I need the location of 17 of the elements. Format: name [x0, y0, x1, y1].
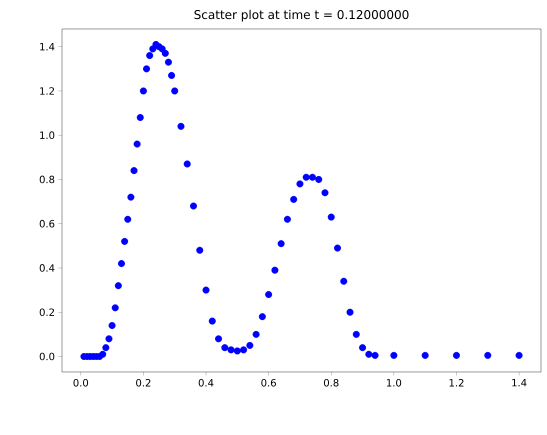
- x-tick-label: 0.4: [198, 379, 214, 387]
- x-tick-label: 0.2: [136, 379, 150, 387]
- x-tick-label: 0.0: [73, 379, 88, 387]
- y-tick-label: 1.0: [40, 131, 54, 139]
- x-tick-label: 0.8: [324, 379, 339, 387]
- x-tick-label: 0.6: [261, 379, 276, 387]
- y-tick-label: 0.2: [40, 308, 54, 316]
- y-tick-label: 0.0: [40, 352, 54, 360]
- x-tick-label: 1.4: [512, 379, 526, 386]
- x-tick-label: 1.2: [450, 379, 464, 386]
- y-tick-label: 0.6: [40, 220, 54, 228]
- x-tick-label: 1.0: [387, 379, 402, 387]
- chart-title: Scatter plot at time t = 0.12000000: [194, 10, 408, 22]
- y-tick-label: 0.8: [40, 176, 54, 184]
- y-tick-label: 1.2: [40, 87, 54, 95]
- y-tick-label: 0.4: [40, 264, 54, 272]
- y-tick-label: 1.4: [40, 43, 54, 50]
